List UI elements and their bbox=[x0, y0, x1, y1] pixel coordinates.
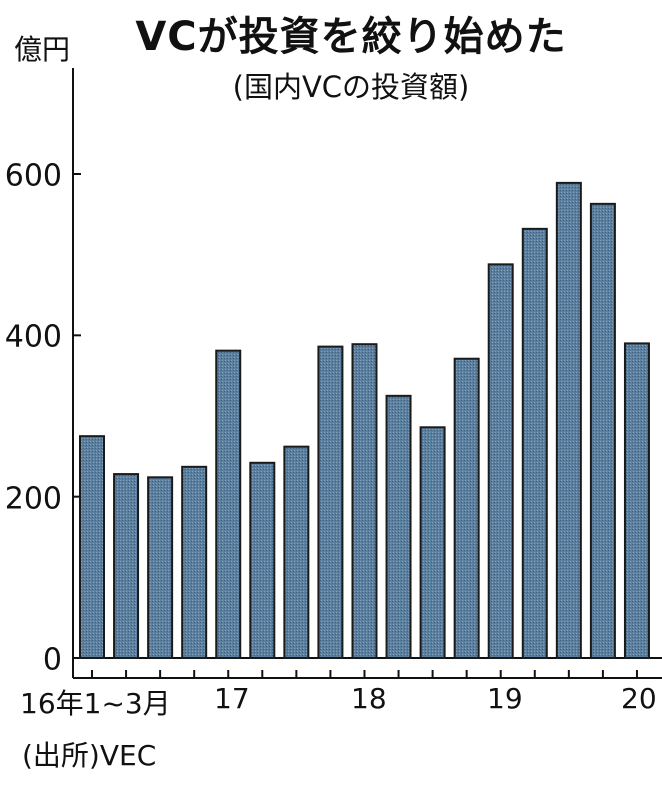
bar bbox=[521, 227, 548, 659]
source-note: (出所)VEC bbox=[22, 739, 157, 772]
bar bbox=[317, 345, 344, 659]
y-axis-unit-label: 億円 bbox=[14, 33, 71, 66]
y-tick-label: 400 bbox=[4, 319, 62, 355]
bar bbox=[249, 461, 276, 659]
chart-title: VCが投資を絞り始めた bbox=[135, 14, 567, 60]
bar bbox=[113, 473, 140, 659]
y-tick-label: 0 bbox=[42, 642, 62, 678]
x-tick-label: 17 bbox=[214, 682, 250, 715]
bar bbox=[79, 435, 105, 659]
bar bbox=[283, 445, 310, 659]
bar bbox=[555, 181, 582, 660]
x-tick-label: 16年1~3月 bbox=[20, 687, 171, 720]
bar bbox=[385, 394, 412, 659]
x-tick-label: 19 bbox=[487, 682, 523, 715]
bar bbox=[487, 263, 514, 659]
bar bbox=[623, 342, 650, 659]
x-tick-label: 18 bbox=[351, 682, 387, 715]
y-tick-label: 600 bbox=[4, 158, 62, 194]
bar bbox=[351, 343, 378, 659]
x-tick-label: 20 bbox=[621, 682, 657, 715]
bar bbox=[419, 426, 446, 659]
bar bbox=[147, 476, 174, 659]
y-tick-label: 200 bbox=[4, 481, 62, 517]
bar bbox=[181, 465, 208, 659]
bar bbox=[453, 357, 480, 659]
bar bbox=[589, 202, 616, 659]
bar bbox=[215, 349, 242, 659]
chart-subtitle: (国内VCの投資額) bbox=[232, 70, 470, 104]
